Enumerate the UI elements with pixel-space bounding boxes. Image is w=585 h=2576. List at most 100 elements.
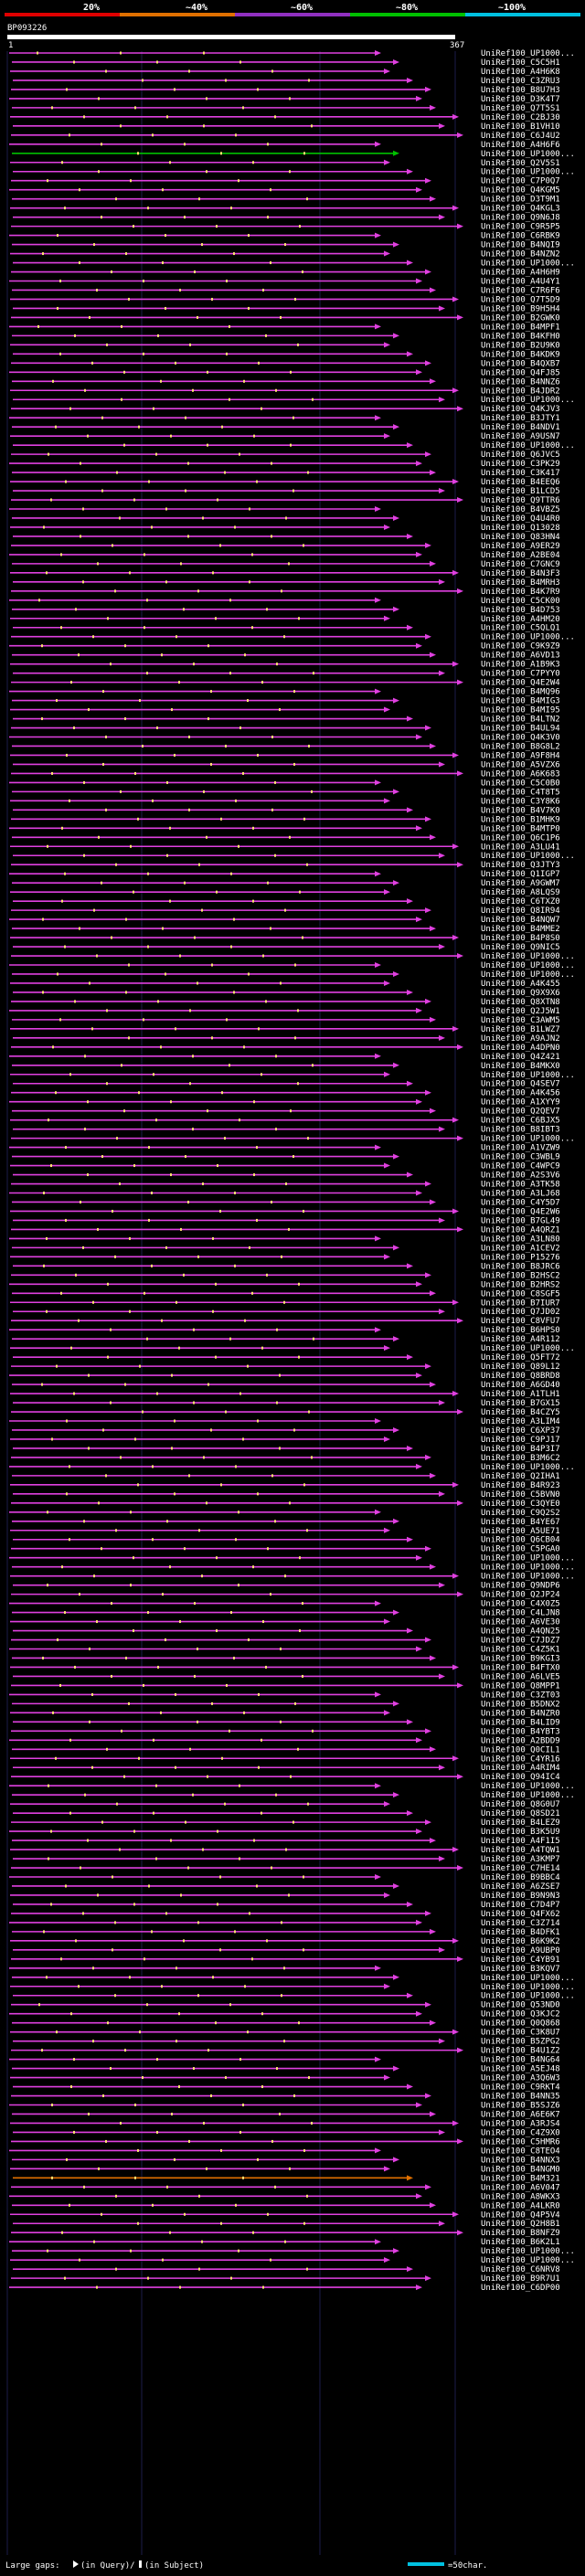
gap-marker xyxy=(251,1291,253,1295)
subject-label: UniRef100_UP1000... xyxy=(481,168,575,177)
gap-marker xyxy=(234,1930,236,1934)
gap-marker xyxy=(188,736,190,738)
hit-arrow xyxy=(393,606,399,612)
hit-arrow xyxy=(393,1153,399,1160)
gap-marker xyxy=(175,1027,176,1031)
gap-marker xyxy=(115,2194,117,2198)
gap-marker xyxy=(312,1064,314,1067)
gap-marker xyxy=(106,1747,108,1751)
gap-marker xyxy=(65,1218,67,1222)
subject-label: UniRef100_B4NDV1 xyxy=(481,423,560,432)
gap-marker xyxy=(157,1665,159,1669)
hit-row: UniRef100_A4HM20 xyxy=(10,615,560,624)
hit-arrow xyxy=(384,980,390,986)
hit-arrow xyxy=(416,1098,422,1105)
subject-label: UniRef100_C3ZT03 xyxy=(481,1691,560,1700)
gap-marker xyxy=(174,1419,176,1423)
gap-marker xyxy=(185,489,186,493)
subject-label: UniRef100_B4P8S0 xyxy=(481,934,560,943)
gap-marker xyxy=(102,2094,104,2098)
hit-row: UniRef100_C9RKT4 xyxy=(13,2083,560,2093)
gap-marker xyxy=(235,1465,237,1468)
gap-marker xyxy=(50,1164,52,1168)
gap-marker xyxy=(61,899,63,903)
gap-marker xyxy=(102,690,104,694)
hit-row: UniRef100_A4F1I5 xyxy=(12,1837,560,1846)
gap-marker xyxy=(224,1802,226,1806)
gap-marker xyxy=(242,1437,244,1441)
hit-row: UniRef100_Q9NIC5 xyxy=(13,943,560,952)
subject-label: UniRef100_C4YR16 xyxy=(481,1754,560,1764)
hit-row: UniRef100_A5EJ48 xyxy=(12,2065,560,2074)
gap-marker xyxy=(239,1118,240,1122)
gap-marker xyxy=(235,799,237,802)
gap-marker xyxy=(194,270,196,274)
gap-marker xyxy=(265,334,267,337)
subject-label: UniRef100_B1MHK9 xyxy=(481,815,560,824)
gap-marker xyxy=(73,1392,75,1395)
subject-label: UniRef100_UP1000... xyxy=(481,1983,575,1992)
hit-arrow xyxy=(416,1463,422,1469)
subject-label: UniRef100_Q2V5S1 xyxy=(481,159,560,168)
gap-marker xyxy=(192,1128,194,1131)
subject-label: UniRef100_C3K8U7 xyxy=(481,2029,560,2038)
hit-row: UniRef100_A4H6F6 xyxy=(9,141,560,150)
hit-arrow xyxy=(375,1965,381,1971)
hit-arrow xyxy=(425,1454,431,1460)
gap-marker xyxy=(93,1574,95,1578)
gap-marker xyxy=(43,1264,45,1267)
gap-marker xyxy=(178,2085,180,2089)
gap-marker xyxy=(239,2130,241,2134)
gap-marker xyxy=(78,1985,80,1988)
subject-label: UniRef100_A9F8H4 xyxy=(481,751,560,760)
gap-marker xyxy=(292,489,294,493)
hit-row: UniRef100_B4FTX0 xyxy=(10,1663,560,1672)
query-start: 1 xyxy=(8,41,13,50)
gap-marker xyxy=(207,1109,208,1113)
hit-arrow xyxy=(375,688,381,694)
hit-row: UniRef100_UP1000... xyxy=(12,150,575,159)
gap-marker xyxy=(114,1255,116,1258)
gap-marker xyxy=(220,2221,222,2225)
subject-label: UniRef100_A6V047 xyxy=(481,2183,560,2192)
gap-marker xyxy=(66,753,68,757)
hit-row: UniRef100_A4H6H9 xyxy=(11,269,560,278)
gap-marker xyxy=(152,133,154,137)
gap-marker xyxy=(41,644,43,648)
gap-marker xyxy=(192,1793,194,1797)
gap-marker xyxy=(294,1036,296,1040)
subject-label: UniRef100_Q4K3V0 xyxy=(481,734,560,743)
hit-arrow xyxy=(452,1025,459,1032)
gap-marker xyxy=(306,2267,308,2271)
subject-label: UniRef100_A4HM20 xyxy=(481,615,560,624)
gap-marker xyxy=(302,1674,303,1678)
gap-marker xyxy=(119,1182,121,1186)
hit-arrow xyxy=(416,1919,422,1925)
gap-marker xyxy=(50,1903,52,1906)
gap-marker xyxy=(79,261,80,265)
hit-arrow xyxy=(393,2157,399,2163)
hit-row: UniRef100_C6DP00 xyxy=(9,2284,560,2293)
subject-label: UniRef100_Q2J5W1 xyxy=(481,1007,560,1016)
gap-marker xyxy=(80,535,81,538)
subject-label: UniRef100_A6K683 xyxy=(481,769,560,779)
gap-marker xyxy=(156,60,158,64)
hit-row: UniRef100_UP1000... xyxy=(10,1344,575,1353)
gap-marker xyxy=(87,1839,89,1842)
gap-marker xyxy=(57,234,58,238)
subject-label: UniRef100_B6K2L1 xyxy=(481,2238,560,2247)
hit-row: UniRef100_A2S3V6 xyxy=(13,1171,560,1181)
hit-row: UniRef100_B6K9K2 xyxy=(10,1937,560,1946)
gap-marker xyxy=(267,1547,269,1551)
gap-marker xyxy=(60,553,62,557)
gap-marker xyxy=(284,908,286,912)
gap-marker xyxy=(290,1109,292,1113)
gap-marker xyxy=(148,1146,150,1150)
gap-marker xyxy=(70,2012,72,2016)
hit-arrow xyxy=(425,633,431,640)
subject-label: UniRef100_C8SGF5 xyxy=(481,1289,560,1299)
gap-marker xyxy=(171,708,173,712)
gap-marker xyxy=(89,1648,90,1650)
hit-arrow xyxy=(375,2056,381,2062)
subject-label: UniRef100_UP1000... xyxy=(481,1554,575,1564)
